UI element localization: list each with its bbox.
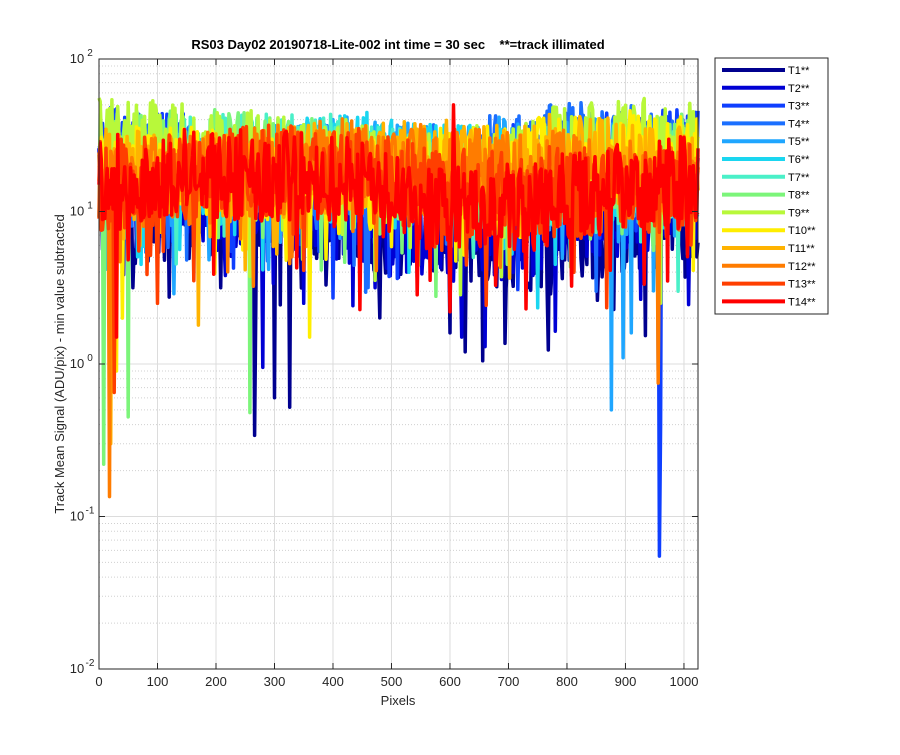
legend-label: T8** xyxy=(788,190,810,202)
y-tick-label-exponent: 2 xyxy=(87,48,93,59)
legend-label: T5** xyxy=(788,136,810,148)
legend-label: T4** xyxy=(788,118,810,130)
y-tick-label-exponent: 1 xyxy=(87,201,93,212)
legend-label: T7** xyxy=(788,172,810,184)
x-tick-label: 200 xyxy=(205,674,227,689)
x-tick-label: 800 xyxy=(556,674,578,689)
x-axis-label: Pixels xyxy=(381,693,416,708)
x-tick-label: 700 xyxy=(498,674,520,689)
y-tick-label-exponent: -1 xyxy=(86,506,95,517)
ticks: 0 100 200 300 400 500 600 700 800 900 100010-210-1… xyxy=(70,48,699,689)
y-axis-label: Track Mean Signal (ADU/pix) - min value … xyxy=(52,214,67,513)
y-tick-label-base: 10 xyxy=(70,356,84,371)
y-tick-label-exponent: -2 xyxy=(86,658,95,669)
legend-label: T13** xyxy=(788,279,816,291)
y-tick-label-base: 10 xyxy=(70,51,84,66)
y-tick-label-base: 10 xyxy=(70,661,84,676)
x-tick-label: 400 xyxy=(322,674,344,689)
legend-label: T11** xyxy=(788,243,815,255)
legend-label: T14** xyxy=(788,296,816,308)
x-tick-label: 300 xyxy=(264,674,286,689)
x-tick-label: 100 xyxy=(147,674,169,689)
x-tick-label: 0 xyxy=(95,674,102,689)
x-tick-label: 600 xyxy=(439,674,461,689)
x-tick-label: 900 xyxy=(615,674,637,689)
legend-label: T3** xyxy=(788,101,810,113)
legend-label: T6** xyxy=(788,154,810,166)
x-tick-label: 500 xyxy=(381,674,403,689)
legend-label: T10** xyxy=(788,225,816,237)
y-tick-label-exponent: 0 xyxy=(87,353,93,364)
legend-label: T2** xyxy=(788,83,810,95)
legend-label: T9** xyxy=(788,207,810,219)
series-line-T14 xyxy=(97,103,700,339)
legend-label: T12** xyxy=(788,261,816,273)
legend-label: T1** xyxy=(788,65,810,77)
series-layer xyxy=(97,96,700,558)
x-tick-label: 1000 xyxy=(670,674,699,689)
legend: T1** T2** T3** T4** T5** T6** T7** T8** T9** T10*… xyxy=(714,57,829,315)
legend-box xyxy=(714,57,829,315)
y-tick-label-base: 10 xyxy=(70,204,84,219)
chart-title: RS03 Day02 20190718-Lite-002 int time = … xyxy=(191,37,604,52)
y-tick-label-base: 10 xyxy=(70,509,84,524)
